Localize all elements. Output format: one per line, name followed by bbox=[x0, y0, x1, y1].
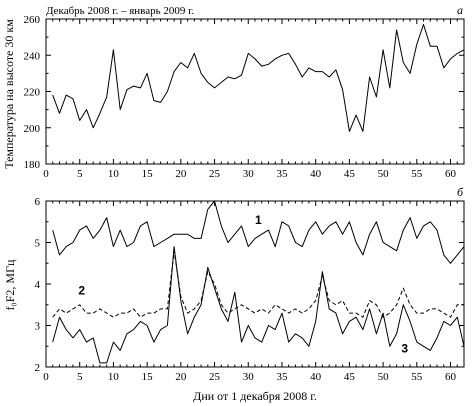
x-tick-label: 55 bbox=[411, 371, 423, 383]
series-line-1 bbox=[52, 200, 465, 264]
x-tick-label: 20 bbox=[175, 371, 187, 383]
x-tick-label: 35 bbox=[276, 371, 288, 383]
x-tick-label: 60 bbox=[445, 371, 457, 383]
x-tick-label: 10 bbox=[108, 168, 120, 180]
panel-a-y-axis-title: Температура на высоте 30 км bbox=[2, 19, 16, 169]
y-tick-label: 3 bbox=[35, 321, 41, 333]
x-tick-label: 45 bbox=[344, 168, 356, 180]
panel-a-axes: 0 5 10 15 20 25 30 35 40 45 50 55 60 180 200 220 240 260 bbox=[24, 14, 465, 180]
y-tick-label: 5 bbox=[35, 238, 41, 250]
x-tick-label: 50 bbox=[378, 168, 390, 180]
y-tick-label: 220 bbox=[24, 87, 41, 99]
x-tick-label: 40 bbox=[310, 168, 322, 180]
x-tick-label: 15 bbox=[142, 168, 154, 180]
panel-b-letter: б bbox=[457, 185, 464, 199]
x-tick-label: 15 bbox=[142, 371, 154, 383]
y-tick-label: 240 bbox=[24, 50, 41, 62]
y-tick-label: 200 bbox=[24, 123, 41, 135]
series-line-3 bbox=[52, 246, 465, 364]
x-tick-label: 35 bbox=[276, 168, 288, 180]
series-line-temperature bbox=[52, 23, 465, 132]
panel-a-frame bbox=[45, 18, 465, 165]
series-label-2: 2 bbox=[78, 283, 85, 297]
y-tick-label: 4 bbox=[35, 279, 41, 291]
x-tick-label: 0 bbox=[43, 168, 49, 180]
y-tick-label: 2 bbox=[35, 362, 41, 374]
x-tick-label: 40 bbox=[310, 371, 322, 383]
x-tick-label: 30 bbox=[243, 168, 255, 180]
x-tick-label: 25 bbox=[209, 371, 221, 383]
series-label-1: 1 bbox=[255, 213, 262, 227]
x-tick-label: 5 bbox=[77, 168, 83, 180]
series-label-3: 3 bbox=[401, 341, 408, 355]
panel-a-plot bbox=[52, 23, 465, 132]
y-tick-label: 260 bbox=[24, 14, 41, 26]
y-tick-label: 6 bbox=[35, 196, 41, 208]
x-tick-label: 30 bbox=[243, 371, 255, 383]
series-line-2 bbox=[52, 250, 464, 318]
temperature-panel: Декабрь 2008 г. – январь 2009 г. а Темпе… bbox=[2, 3, 465, 180]
x-tick-label: 20 bbox=[175, 168, 187, 180]
x-tick-label: 5 bbox=[77, 371, 83, 383]
panel-b-y-axis-title: f₀F2, МГц bbox=[3, 259, 17, 310]
x-tick-label: 55 bbox=[411, 168, 423, 180]
x-tick-label: 60 bbox=[445, 168, 457, 180]
x-tick-label: 0 bbox=[43, 371, 49, 383]
panel-b-plot: 1 2 3 bbox=[52, 200, 465, 364]
x-tick-label: 50 bbox=[378, 371, 390, 383]
panel-a-caption: Декабрь 2008 г. – январь 2009 г. bbox=[46, 5, 194, 17]
x-tick-label: 45 bbox=[344, 371, 356, 383]
x-tick-label: 10 bbox=[108, 371, 120, 383]
panel-a-letter: а bbox=[457, 3, 463, 17]
panel-b-x-axis-title: Дни от 1 декабря 2008 г. bbox=[193, 389, 317, 403]
x-tick-label: 25 bbox=[209, 168, 221, 180]
y-tick-label: 180 bbox=[24, 159, 41, 171]
